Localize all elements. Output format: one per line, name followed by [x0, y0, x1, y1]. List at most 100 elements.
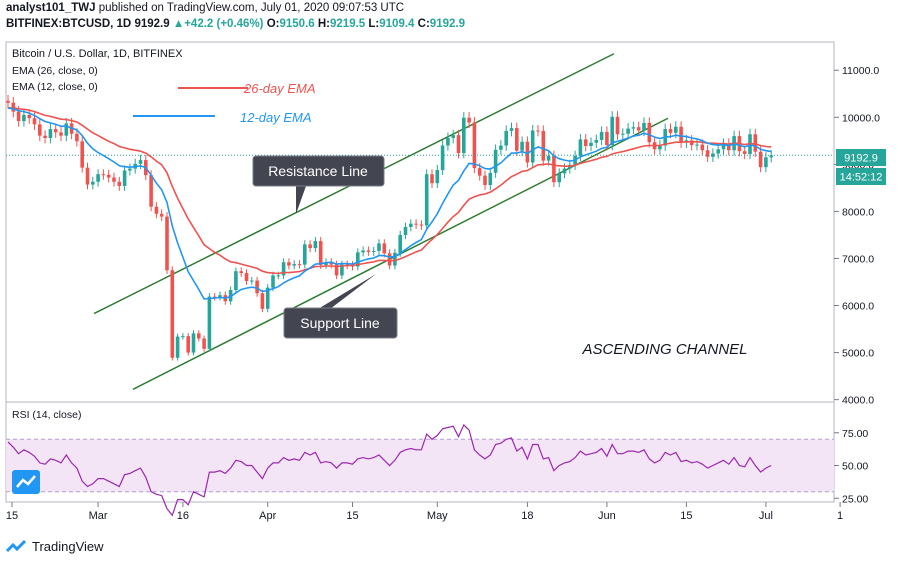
- candle-body: [589, 142, 593, 146]
- candle-body: [318, 241, 323, 266]
- author-name[interactable]: analyst101_TWJ: [6, 2, 96, 14]
- price-change: +42.2 (+0.46%): [184, 18, 264, 30]
- candle-body: [191, 333, 196, 353]
- candle-body: [287, 262, 291, 266]
- candle-body: [435, 170, 440, 184]
- candle-body: [700, 144, 705, 151]
- candle-body: [472, 122, 477, 169]
- candle-body: [509, 128, 514, 131]
- time-tick-label: 16: [177, 510, 189, 522]
- candle-body: [520, 141, 524, 151]
- candle-body: [96, 174, 100, 182]
- resistance-callout-box: [252, 155, 385, 187]
- time-tick-label: May: [427, 510, 448, 522]
- candle-body: [292, 264, 296, 266]
- close-label: C:: [417, 18, 430, 30]
- ema26-indicator-label[interactable]: EMA (26, close, 0): [12, 65, 98, 77]
- candle-body: [424, 174, 429, 226]
- candle-body: [583, 139, 588, 146]
- candle-body: [467, 117, 471, 123]
- rsi-line: [7, 423, 772, 517]
- candle-body: [409, 223, 413, 227]
- candle-body: [499, 145, 503, 150]
- candle-body: [599, 131, 604, 140]
- candle-body: [377, 243, 381, 251]
- candle-body: [769, 155, 773, 158]
- candle-body: [605, 131, 609, 146]
- time-tick-label: 1: [837, 510, 843, 522]
- symbol-label: BITFINEX:BTCUSD, 1D: [6, 18, 132, 30]
- last-price-marker: 9192.9 14:52:12: [836, 149, 886, 185]
- price-tick-label: 6000.0: [842, 301, 874, 313]
- candle-body: [207, 296, 212, 349]
- open-value: 9150.6: [279, 18, 315, 30]
- candle-body: [271, 275, 275, 288]
- candle-body: [48, 129, 53, 138]
- candle-body: [716, 149, 720, 154]
- candle-body: [610, 116, 614, 146]
- candle-body: [541, 130, 546, 161]
- support-line-label: Support Line: [300, 315, 380, 331]
- candle-body: [430, 174, 434, 184]
- candle-body: [361, 250, 365, 253]
- candle-body: [705, 150, 710, 157]
- time-tick-label: 15: [680, 510, 692, 522]
- candle-body: [85, 167, 90, 185]
- candle-body: [477, 168, 482, 176]
- candle-body: [721, 143, 726, 150]
- ema26-line: [8, 107, 772, 275]
- candle-body: [112, 177, 116, 182]
- branding-footer: TradingView: [6, 538, 104, 554]
- candle-body: [122, 170, 127, 186]
- candle-body: [101, 174, 106, 176]
- candle-body: [303, 244, 307, 265]
- candle-body: [515, 128, 519, 151]
- candle-body: [186, 336, 190, 353]
- candle-body: [276, 275, 281, 277]
- candle-body: [636, 127, 641, 131]
- candle-body: [212, 296, 217, 298]
- candle-body: [329, 262, 334, 265]
- candle-body: [308, 244, 312, 249]
- rsi-tick-label: 25.00: [842, 493, 868, 505]
- up-arrow-icon: ▲: [172, 18, 185, 30]
- resistance-callout: Resistance Line: [252, 155, 385, 214]
- price-chart[interactable]: 11000.010000.09000.08000.07000.06000.050…: [0, 36, 900, 526]
- candle-body: [38, 124, 42, 136]
- candle-body: [366, 250, 371, 252]
- candle-body: [488, 172, 493, 186]
- candle-body: [281, 262, 286, 276]
- candle-body: [154, 206, 159, 214]
- ema12-indicator-label[interactable]: EMA (12, close, 0): [12, 81, 98, 93]
- candle-body: [22, 114, 26, 122]
- last-price-badge: [836, 149, 886, 166]
- open-label: O:: [266, 18, 280, 30]
- candle-body: [128, 168, 132, 171]
- candle-body: [170, 270, 175, 358]
- price-tick-label: 5000.0: [842, 348, 874, 360]
- rsi-band-layer: [6, 438, 834, 493]
- brand-name[interactable]: TradingView: [32, 538, 104, 554]
- tradingview-logo-icon: [6, 539, 27, 553]
- countdown-badge: [836, 168, 886, 185]
- time-tick-label: Apr: [259, 510, 276, 522]
- publish-info: analyst101_TWJ published on TradingView.…: [6, 2, 404, 14]
- candle-body: [615, 116, 620, 135]
- candle-body: [536, 130, 540, 132]
- time-tick-label: Jun: [598, 510, 616, 522]
- candle-body: [244, 273, 249, 282]
- candle-body: [462, 117, 466, 154]
- candle-body: [419, 224, 424, 226]
- candle-body: [159, 213, 164, 217]
- candle-body: [631, 127, 636, 129]
- candle-body: [80, 141, 84, 168]
- candle-body: [742, 151, 747, 154]
- rsi-indicator-label[interactable]: RSI (14, close): [12, 409, 81, 421]
- candle-body: [647, 122, 652, 143]
- legend-ema12-label: 12-day EMA: [240, 110, 312, 125]
- tv-watermark: [12, 470, 40, 494]
- candle-body: [552, 155, 556, 183]
- candle-body: [64, 123, 69, 136]
- candle-body: [483, 175, 487, 186]
- candle-body: [414, 223, 418, 225]
